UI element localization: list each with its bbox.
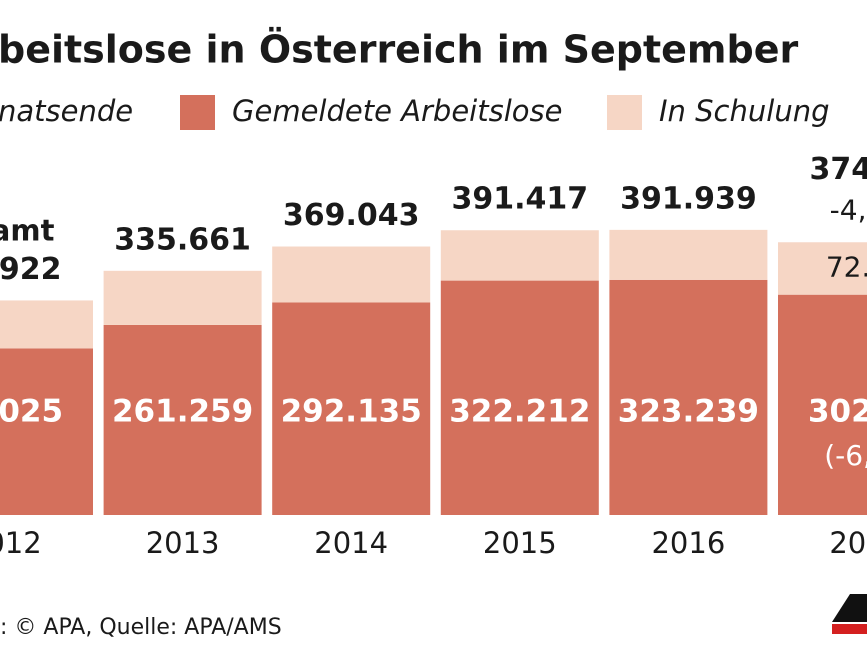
logo	[832, 594, 867, 634]
bar-segment	[778, 242, 867, 295]
total-label: 335.661	[114, 222, 251, 257]
bar-segment	[778, 294, 867, 515]
total-label: 374.9	[810, 152, 867, 187]
footer: : © APA, Quelle: APA/AMS	[0, 615, 282, 640]
legend-label: In Schulung	[659, 94, 830, 128]
total-note: -4,3	[830, 193, 867, 226]
bar-segment	[272, 302, 431, 515]
x-tick-label: 2015	[483, 526, 557, 560]
legend-label: Gemeldete Arbeitslose	[232, 94, 562, 128]
value-label: 302.8	[808, 394, 867, 430]
total-note: samt	[0, 213, 55, 247]
legend-swatch	[180, 95, 215, 130]
x-tick-label: 012	[0, 526, 42, 560]
total-label: 4.922	[0, 252, 61, 287]
total-label: 391.939	[620, 181, 757, 216]
legend-swatch	[607, 95, 642, 130]
x-tick-label: 201	[829, 526, 867, 560]
x-tick-label: 2014	[314, 526, 388, 560]
value-label: 322.212	[449, 394, 590, 430]
x-tick-label: 2013	[146, 526, 220, 560]
bar-segment	[0, 300, 93, 349]
value-label: 323.239	[618, 394, 759, 430]
value-label: 261.259	[112, 394, 253, 430]
legend-note: natsende	[0, 94, 133, 128]
value-note: (-6,3	[824, 439, 867, 472]
value-label: 72.0	[826, 250, 867, 283]
bar-segment	[609, 279, 768, 515]
x-tick-label: 2016	[651, 526, 725, 560]
bar-segment	[103, 270, 262, 325]
bar-segment	[0, 348, 93, 515]
chart-title: beitslose in Österreich im September	[0, 28, 798, 72]
bar-segment	[103, 324, 262, 515]
bar-segment	[440, 230, 599, 281]
value-label: 292.135	[281, 394, 422, 430]
bar-segment	[609, 229, 768, 280]
total-label: 391.417	[451, 182, 588, 217]
value-label: 9.025	[0, 394, 63, 430]
total-label: 369.043	[283, 198, 420, 233]
bar-segment	[272, 246, 431, 303]
bar-segment	[440, 280, 599, 515]
